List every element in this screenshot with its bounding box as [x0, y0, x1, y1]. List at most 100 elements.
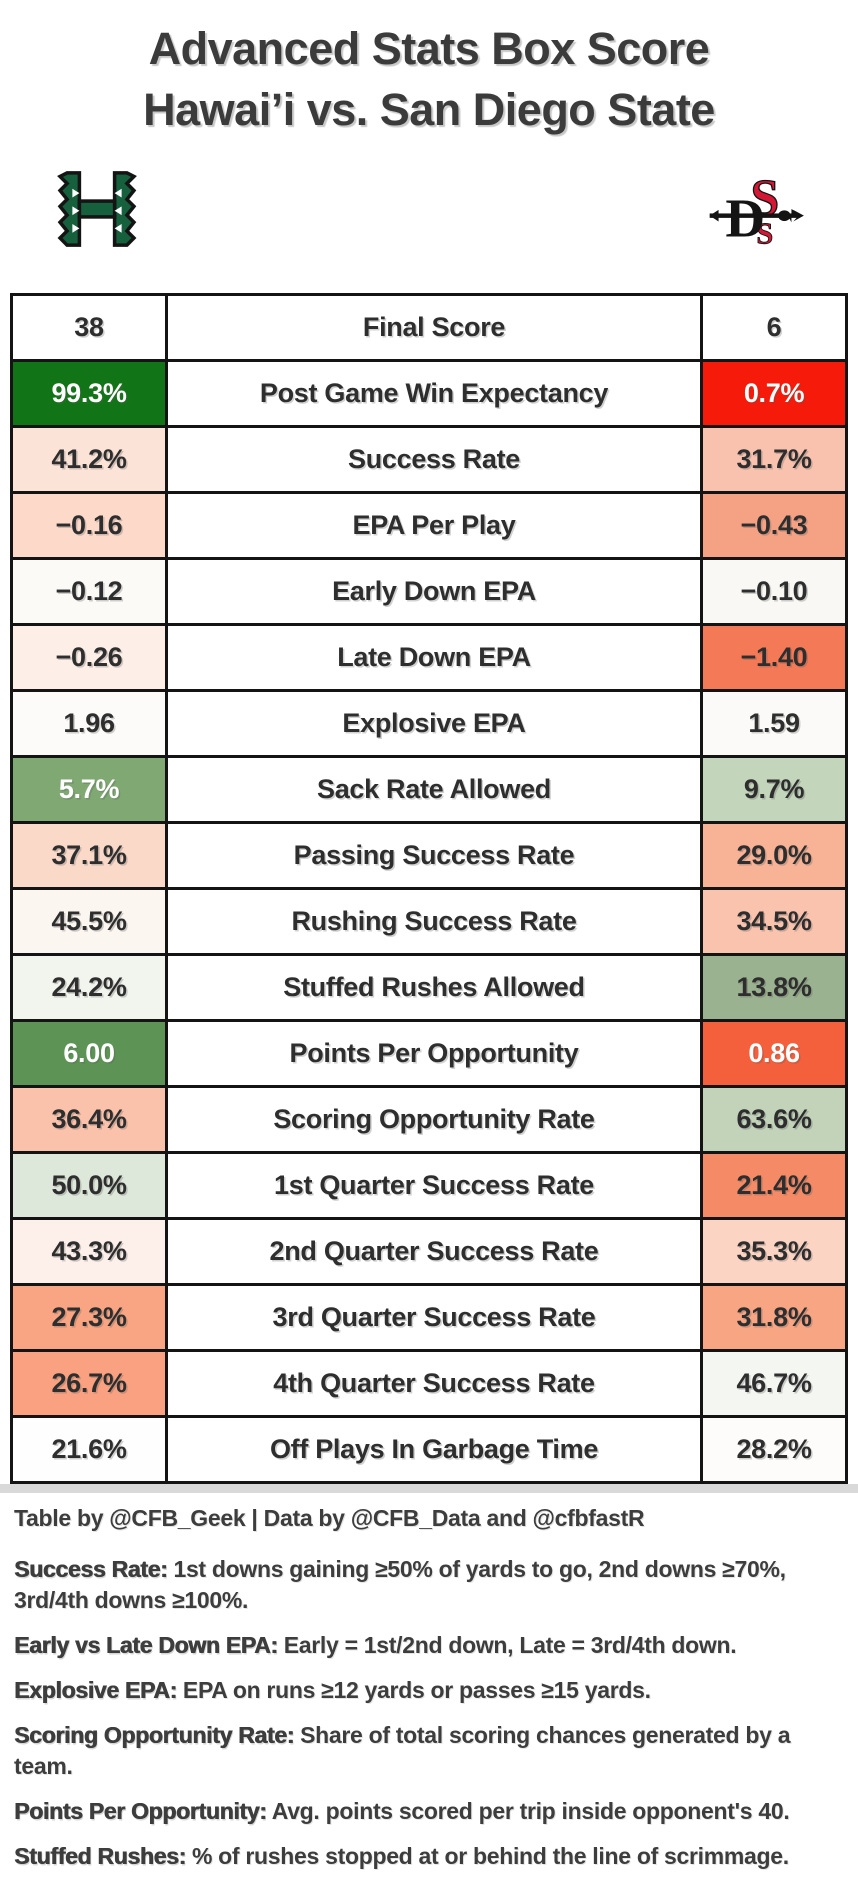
credits-line: Table by @CFB_Geek | Data by @CFB_Data a…	[14, 1505, 645, 1531]
metric-label-cell: Late Down EPA	[165, 623, 703, 692]
home-value-cell: −0.16	[10, 491, 168, 560]
away-value-cell: 28.2%	[700, 1415, 848, 1484]
metric-label-cell: EPA Per Play	[165, 491, 703, 560]
away-value-cell: 63.6%	[700, 1085, 848, 1154]
page-title: Advanced Stats Box Score Hawai’i vs. San…	[0, 0, 858, 140]
metric-label-cell: Early Down EPA	[165, 557, 703, 626]
table-row: 1.96 Explosive EPA 1.59	[10, 689, 848, 758]
metric-label-cell: Points Per Opportunity	[165, 1019, 703, 1088]
footnote: Points Per Opportunity: Avg. points scor…	[14, 1796, 814, 1827]
home-value-cell: 5.7%	[10, 755, 168, 824]
footnote-text: % of rushes stopped at or behind the lin…	[191, 1843, 789, 1869]
footnote: Scoring Opportunity Rate: Share of total…	[14, 1720, 814, 1782]
away-value-cell: 6	[700, 293, 848, 362]
table-row: 38 Final Score 6	[10, 293, 848, 362]
table-row: −0.12 Early Down EPA −0.10	[10, 557, 848, 626]
footnote-text: Avg. points scored per trip inside oppon…	[271, 1798, 790, 1824]
stats-table: 38 Final Score 6 99.3% Post Game Win Exp…	[10, 293, 848, 1484]
hawaii-logo	[53, 169, 141, 249]
home-value-cell: −0.26	[10, 623, 168, 692]
footnote-term: Success Rate:	[14, 1556, 174, 1582]
footnote: Early vs Late Down EPA: Early = 1st/2nd …	[14, 1630, 814, 1661]
hawaii-h-icon	[57, 171, 137, 247]
away-value-cell: 31.8%	[700, 1283, 848, 1352]
stats-table-container: 38 Final Score 6 99.3% Post Game Win Exp…	[10, 293, 848, 1484]
away-value-cell: 0.7%	[700, 359, 848, 428]
title-line-1: Advanced Stats Box Score	[148, 23, 710, 74]
home-value-cell: 6.00	[10, 1019, 168, 1088]
metric-label-cell: Sack Rate Allowed	[165, 755, 703, 824]
home-value-cell: 41.2%	[10, 425, 168, 494]
home-value-cell: 24.2%	[10, 953, 168, 1022]
metric-label-cell: Stuffed Rushes Allowed	[165, 953, 703, 1022]
away-value-cell: 29.0%	[700, 821, 848, 890]
away-value-cell: 21.4%	[700, 1151, 848, 1220]
metric-label-cell: Rushing Success Rate	[165, 887, 703, 956]
table-row: 5.7% Sack Rate Allowed 9.7%	[10, 755, 848, 824]
table-row: 41.2% Success Rate 31.7%	[10, 425, 848, 494]
away-value-cell: 31.7%	[700, 425, 848, 494]
metric-label-cell: Scoring Opportunity Rate	[165, 1085, 703, 1154]
table-row: 45.5% Rushing Success Rate 34.5%	[10, 887, 848, 956]
table-row: 27.3% 3rd Quarter Success Rate 31.8%	[10, 1283, 848, 1352]
footnote-term: Scoring Opportunity Rate:	[14, 1722, 301, 1748]
away-value-cell: 9.7%	[700, 755, 848, 824]
home-value-cell: 45.5%	[10, 887, 168, 956]
svg-text:D: D	[725, 188, 765, 249]
home-value-cell: 43.3%	[10, 1217, 168, 1286]
home-value-cell: 36.4%	[10, 1085, 168, 1154]
table-row: −0.26 Late Down EPA −1.40	[10, 623, 848, 692]
metric-label-cell: 1st Quarter Success Rate	[165, 1151, 703, 1220]
team-logos-row: S S D	[0, 168, 858, 250]
footnote-term: Early vs Late Down EPA:	[14, 1632, 284, 1658]
metric-label-cell: Final Score	[165, 293, 703, 362]
table-row: 26.7% 4th Quarter Success Rate 46.7%	[10, 1349, 848, 1418]
home-value-cell: 1.96	[10, 689, 168, 758]
home-value-cell: 26.7%	[10, 1349, 168, 1418]
away-value-cell: 13.8%	[700, 953, 848, 1022]
metric-label-cell: Explosive EPA	[165, 689, 703, 758]
away-value-cell: 0.86	[700, 1019, 848, 1088]
metric-label-cell: Success Rate	[165, 425, 703, 494]
metric-label-cell: 3rd Quarter Success Rate	[165, 1283, 703, 1352]
metric-label-cell: 4th Quarter Success Rate	[165, 1349, 703, 1418]
footnotes-section: Success Rate: 1st downs gaining ≥50% of …	[14, 1554, 844, 1872]
table-row: 21.6% Off Plays In Garbage Time 28.2%	[10, 1415, 848, 1484]
away-value-cell: 1.59	[700, 689, 848, 758]
away-value-cell: −0.10	[700, 557, 848, 626]
away-value-cell: −0.43	[700, 491, 848, 560]
metric-label-cell: Post Game Win Expectancy	[165, 359, 703, 428]
metric-label-cell: Passing Success Rate	[165, 821, 703, 890]
footnote: Stuffed Rushes: % of rushes stopped at o…	[14, 1841, 814, 1872]
table-row: 36.4% Scoring Opportunity Rate 63.6%	[10, 1085, 848, 1154]
table-row: 99.3% Post Game Win Expectancy 0.7%	[10, 359, 848, 428]
home-value-cell: 38	[10, 293, 168, 362]
footnote-term: Stuffed Rushes:	[14, 1843, 192, 1869]
footnote-text: EPA on runs ≥12 yards or passes ≥15 yard…	[182, 1677, 651, 1703]
table-row: 6.00 Points Per Opportunity 0.86	[10, 1019, 848, 1088]
away-value-cell: 35.3%	[700, 1217, 848, 1286]
metric-label-cell: Off Plays In Garbage Time	[165, 1415, 703, 1484]
away-value-cell: 34.5%	[700, 887, 848, 956]
footnote-text: Early = 1st/2nd down, Late = 3rd/4th dow…	[283, 1632, 737, 1658]
footnote-term: Explosive EPA:	[14, 1677, 183, 1703]
table-bottom-shadow	[0, 1484, 858, 1493]
table-row: 43.3% 2nd Quarter Success Rate 35.3%	[10, 1217, 848, 1286]
sdsu-sd-spear-icon: S S D	[709, 170, 804, 249]
sdsu-logo: S S D	[705, 169, 805, 249]
table-row: 50.0% 1st Quarter Success Rate 21.4%	[10, 1151, 848, 1220]
home-value-cell: 99.3%	[10, 359, 168, 428]
home-value-cell: 50.0%	[10, 1151, 168, 1220]
home-value-cell: 27.3%	[10, 1283, 168, 1352]
table-row: −0.16 EPA Per Play −0.43	[10, 491, 848, 560]
footnote: Success Rate: 1st downs gaining ≥50% of …	[14, 1554, 814, 1616]
table-row: 24.2% Stuffed Rushes Allowed 13.8%	[10, 953, 848, 1022]
footnote-text: 1st downs gaining ≥50% of yards to go, 2…	[14, 1556, 786, 1613]
table-row: 37.1% Passing Success Rate 29.0%	[10, 821, 848, 890]
metric-label-cell: 2nd Quarter Success Rate	[165, 1217, 703, 1286]
footnote: Explosive EPA: EPA on runs ≥12 yards or …	[14, 1675, 814, 1706]
home-value-cell: −0.12	[10, 557, 168, 626]
footnote-text: Share of total scoring chances generated…	[14, 1722, 791, 1779]
home-value-cell: 37.1%	[10, 821, 168, 890]
